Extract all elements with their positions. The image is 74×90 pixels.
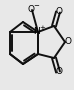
Text: O: O [56,7,63,16]
Text: O: O [65,37,71,46]
Text: −: − [33,4,39,10]
Text: O: O [56,67,63,76]
Text: N: N [34,27,40,36]
Text: +: + [39,25,45,32]
Text: O: O [28,5,34,14]
